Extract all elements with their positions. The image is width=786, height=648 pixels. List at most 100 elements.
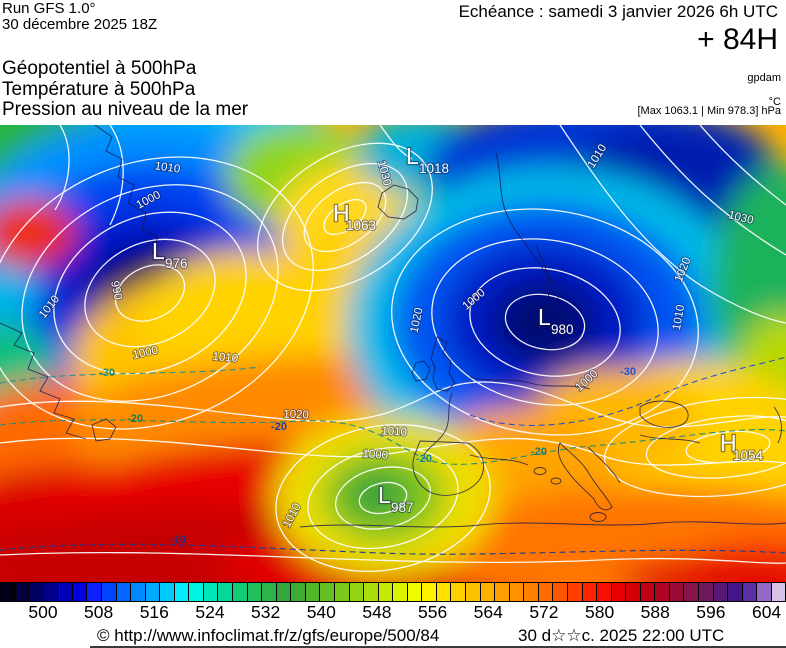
pressure-center-letter: L [152,238,165,264]
colorbar-tick: 516 [139,602,169,622]
colorbar-cell [246,582,263,602]
colorbar-tick: 564 [473,602,503,622]
isotherm-label: -20 [271,421,287,433]
colorbar-cell [625,582,641,602]
colorbar-cell [610,582,627,602]
isobar-label: 1010 [154,160,181,175]
colorbar-cell [71,582,88,602]
isobar-label: 1010 [671,304,687,331]
run-info: Run GFS 1.0° 30 décembre 2025 18Z [2,1,157,33]
colorbar-cell [13,582,30,602]
colorbar-cell [86,582,102,602]
isotherm-label: -30 [620,366,636,378]
isotherm-label: -10 [170,534,186,546]
isobar-contours [0,124,786,572]
coastlines [0,124,786,528]
colorbar-cell [363,582,379,602]
pressure-center-letter: H [333,200,350,226]
colorbar-cell [217,582,233,602]
pressure-center-value: 987 [391,500,414,515]
colorbar-ticks: 500 508 516 524 532 540 548 556 564 572 580 588 596 6… [0,602,786,623]
colorbar-cell [0,582,15,602]
colorbar-cell [100,582,117,602]
colorbar-cell [28,582,44,602]
colorbar-cell [348,582,365,602]
colorbar-cell [261,582,277,602]
colorbar-cell [304,582,321,602]
colorbar-cell [42,582,59,602]
isotherm-label: -20 [416,453,432,465]
forecast-header: Echéance : samedi 3 janvier 2026 6h UTC … [459,2,778,56]
colorbar-cell [479,582,496,602]
colorbar-tick: 532 [251,602,281,622]
colorbar-cell [159,582,175,602]
pressure-center-letter: H [720,430,737,456]
colorbar-cell [144,582,161,602]
run-model: Run GFS 1.0° [2,0,96,17]
colorbar-cell [581,582,598,602]
colorbar-cell [392,582,408,602]
colorbar-cell [566,582,583,602]
isotherm-label: -20 [531,446,547,458]
colorbar-cell [130,582,146,602]
footer: © http://www.infoclimat.fr/z/gfs/europe/… [0,625,786,646]
colorbar-tick: 604 [751,602,782,622]
pressure-center-value: 1063 [346,218,376,233]
colorbar-cell [552,582,568,602]
forecast-hour: + 84H [697,23,778,56]
colorbar-cell [465,582,481,602]
isotherm-contours [0,356,786,555]
copyright-url: © http://www.infoclimat.fr/z/gfs/europe/… [97,626,440,645]
colorbar-cell [523,582,539,602]
echeance-text: Echéance : samedi 3 janvier 2026 6h UTC [458,2,778,21]
colorbar-cell [57,582,73,602]
colorbar-tick: 596 [696,602,726,622]
colorbar-cell [290,582,306,602]
colorbar-cell [202,582,219,602]
colorbar-tick: 540 [306,602,336,622]
isobar-label: 1010 [381,425,407,438]
colorbar-cell [333,582,350,602]
pressure-center-letter: L [406,143,419,169]
colorbar-cell [698,582,714,602]
colorbar-cell [421,582,437,602]
colorbar-cell [654,582,670,602]
unit-temperature: °C [768,96,781,108]
colorbar-tick: 524 [195,602,225,622]
isobar-label: 1020 [283,409,309,422]
colorbar-cell [115,582,132,602]
isotherm-label: -20 [127,413,143,425]
colorbar-cell [639,582,656,602]
isobar-label: 1000 [362,448,388,462]
colorbar-cell [435,582,452,602]
colorbar-tick: 508 [84,602,114,622]
unit-geopotential: gpdam [747,72,781,84]
colorbar-cell [450,582,466,602]
bottom-divider [90,645,786,648]
weather-map: L 976 H 1063 L 1018 L 980 L 987 H 1054 1010 1000 990 10… [0,65,786,625]
pressure-center-value: 980 [551,322,574,337]
colorbar-cell [537,582,554,602]
colorbar-cell [712,582,729,602]
colorbar-cell [727,582,743,602]
colorbar-tick: 500 [28,602,58,622]
map-titles: Géopotentiel à 500hPa Température à 500h… [2,58,248,121]
pressure-center-letter: L [378,482,391,508]
isotherm-label: -30 [99,367,115,379]
colorbar-cell [508,582,525,602]
colorbar-cell [319,582,335,602]
colorbar-tick: 556 [418,602,448,622]
colorbar-tick: 580 [584,602,615,622]
colorbar-cell [232,582,248,602]
colorbar-cell [188,582,204,602]
colorbar-cell [770,582,786,602]
pressure-center-value: 1054 [733,448,764,463]
colorbar-tick: 548 [362,602,392,622]
isobar-label: 990 [108,280,124,301]
pressure-range: [Max 1063.1 | Min 978.3] hPa [637,105,782,117]
colorbar-cell [668,582,685,602]
title-geopotential: Géopotentiel à 500hPa [2,58,197,79]
colorbar-cell [596,582,612,602]
